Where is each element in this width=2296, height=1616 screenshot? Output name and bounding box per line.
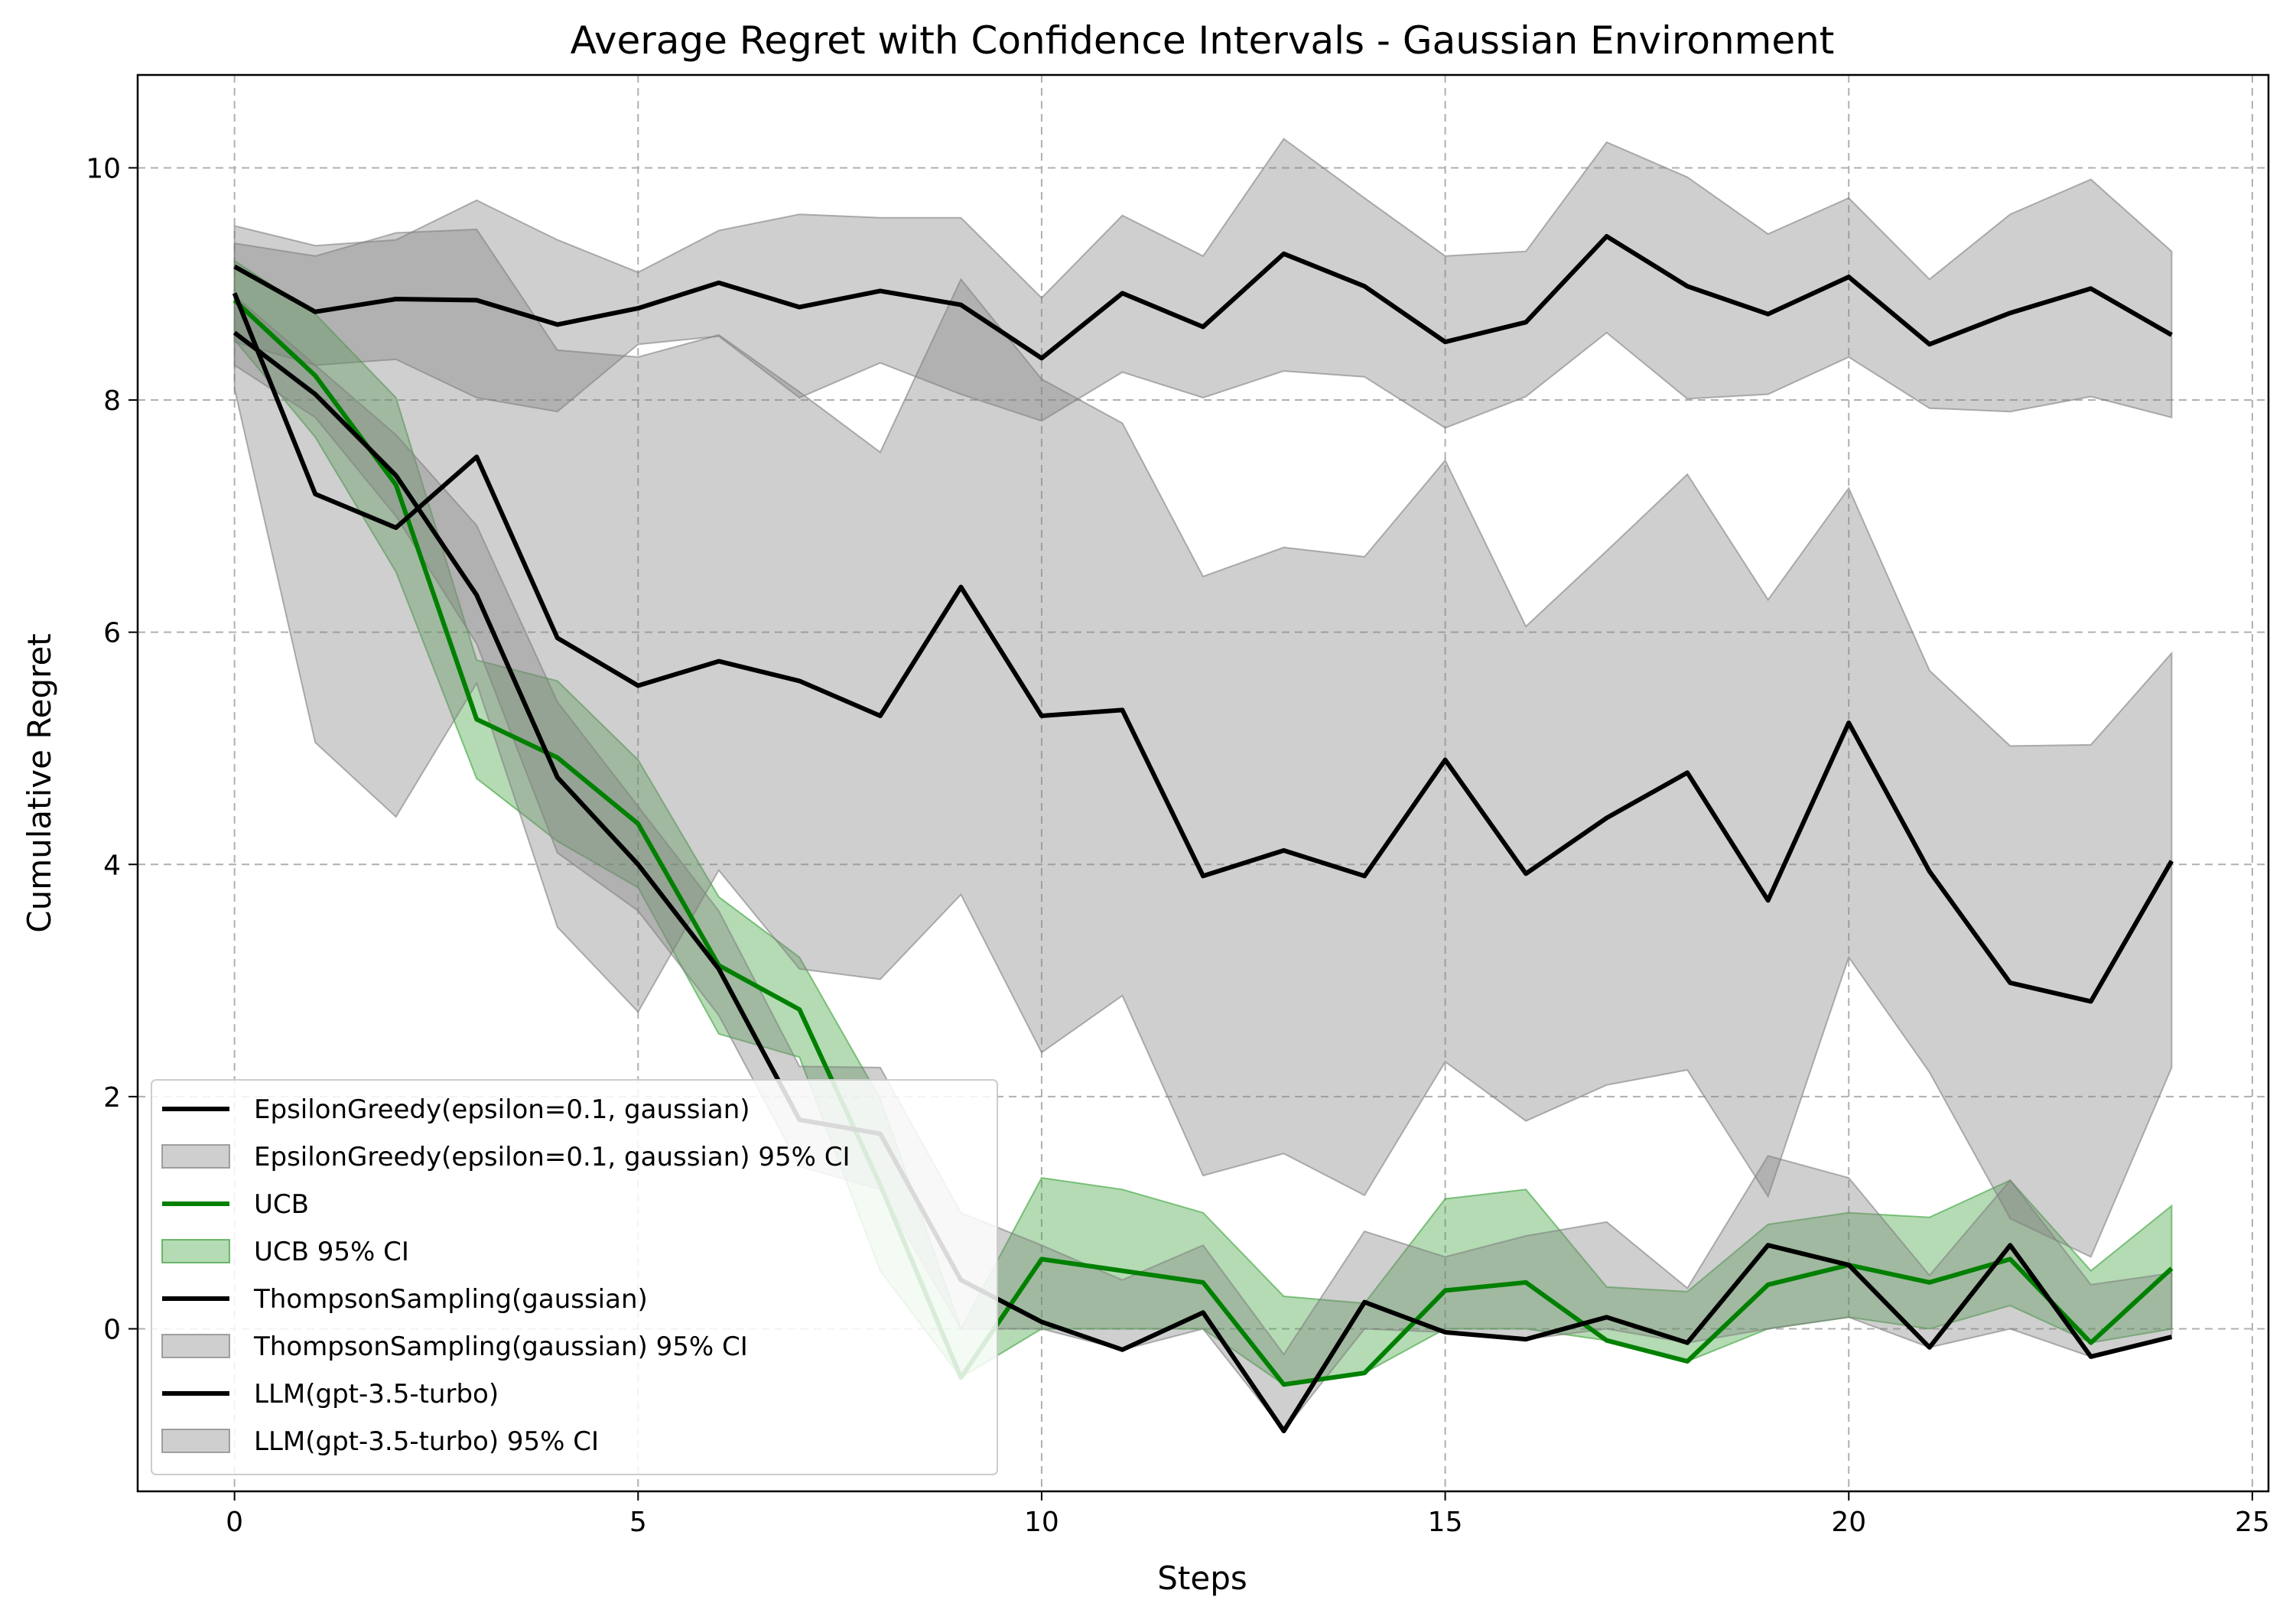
legend-ci-label-3: LLM(gpt-3.5-turbo) 95% CI	[254, 1426, 599, 1457]
plot-frame	[136, 73, 2270, 1493]
y-tick-label-4: 8	[103, 385, 121, 417]
legend-band-swatch-3	[161, 1429, 230, 1453]
legend-ci-label-0: EpsilonGreedy(epsilon=0.1, gaussian) 95%…	[254, 1142, 850, 1172]
x-tick-label-0: 0	[226, 1507, 243, 1538]
y-tick-label-2: 4	[103, 850, 121, 881]
series-lines	[232, 234, 2174, 1434]
chart-title: Average Regret with Confidence Intervals…	[571, 18, 1835, 63]
legend-label-2: ThompsonSampling(gaussian)	[253, 1284, 648, 1315]
x-tick-label-1: 5	[629, 1507, 647, 1538]
legend-ci-label-1: UCB 95% CI	[254, 1237, 409, 1267]
legend-band-swatch-2	[161, 1334, 230, 1358]
x-tick-label-2: 10	[1024, 1507, 1059, 1538]
confidence-bands	[233, 138, 2173, 1432]
x-tick-label-5: 25	[2235, 1507, 2270, 1538]
legend-label-3: LLM(gpt-3.5-turbo)	[254, 1379, 499, 1410]
series-line-3	[232, 292, 2174, 1004]
series-line-2	[233, 330, 2173, 1434]
legend-label-0: EpsilonGreedy(epsilon=0.1, gaussian)	[254, 1094, 750, 1125]
x-axis-label: Steps	[1157, 1559, 1247, 1597]
y-tick-label-5: 10	[86, 153, 121, 184]
y-tick-label-1: 2	[103, 1082, 121, 1114]
legend-box	[151, 1079, 998, 1475]
legend-band-swatch-0	[161, 1144, 230, 1169]
y-tick-label-3: 6	[103, 618, 121, 649]
y-axis-label: Cumulative Regret	[21, 633, 58, 933]
legend-band-swatch-1	[161, 1239, 230, 1263]
x-tick-label-3: 15	[1428, 1507, 1463, 1538]
series-line-0	[233, 234, 2173, 361]
legend-ci-label-2: ThompsonSampling(gaussian) 95% CI	[253, 1331, 748, 1362]
legend-label-1: UCB	[254, 1189, 309, 1220]
ci-band-3	[233, 228, 2173, 1258]
ci-band-0	[233, 138, 2173, 429]
x-tick-label-4: 20	[1831, 1507, 1866, 1538]
y-tick-label-0: 0	[103, 1314, 121, 1345]
axis-ticks: 0 5 10 15 20 25 0 2 4 6 8 10	[86, 153, 2270, 1538]
legend: EpsilonGreedy(epsilon=0.1, gaussian) Epsi…	[151, 1079, 998, 1475]
